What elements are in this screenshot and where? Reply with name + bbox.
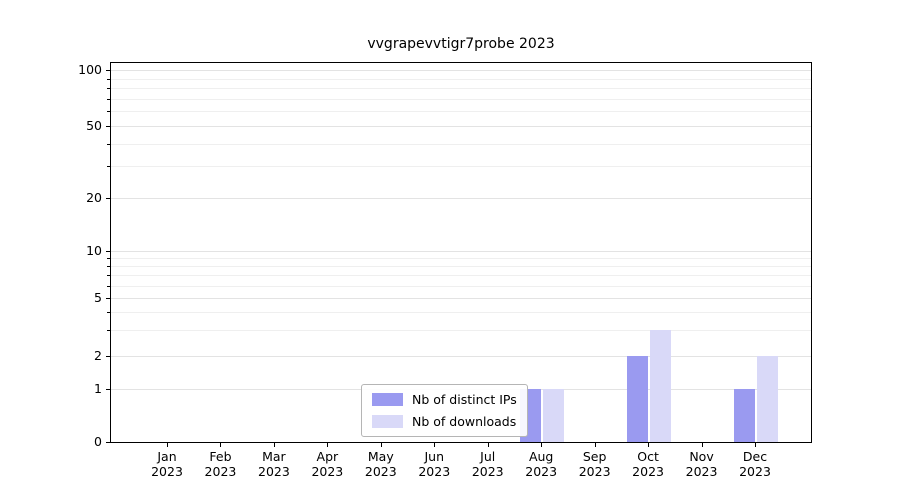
minor-gridline — [111, 88, 811, 90]
x-tick-month: May — [367, 449, 394, 464]
minor-gridline — [111, 143, 811, 145]
x-tick-year: 2023 — [418, 464, 451, 479]
chart-title: vvgrapevvtigr7probe 2023 — [367, 36, 555, 52]
x-tick-month: Sep — [582, 449, 607, 464]
x-tick-month: Jan — [157, 449, 177, 464]
x-tick-year: 2023 — [525, 464, 558, 479]
x-tick-mark — [755, 443, 756, 447]
y-tick-label: 50 — [86, 118, 102, 133]
major-gridline — [111, 198, 811, 199]
x-tick-month: Jun — [424, 449, 445, 464]
x-tick-mark — [594, 443, 596, 447]
x-tick-label: Jan 2023 — [132, 449, 202, 479]
x-tick-label: Dec 2023 — [720, 449, 790, 479]
x-tick-year: 2023 — [471, 464, 504, 479]
major-gridline — [111, 251, 811, 252]
y-tick-label: 10 — [86, 243, 102, 258]
x-tick-mark — [273, 443, 275, 447]
x-tick-year: 2023 — [578, 464, 611, 479]
legend-label-distinct-ips: Nb of distinct IPs — [412, 392, 517, 407]
x-tick-month: Mar — [262, 449, 286, 464]
x-tick-label: Aug 2023 — [506, 449, 576, 479]
x-tick-month: Oct — [637, 449, 659, 464]
x-tick-year: 2023 — [151, 464, 183, 479]
x-tick-mark — [487, 443, 489, 447]
x-tick-mark — [380, 443, 382, 447]
y-tick-label: 0 — [94, 434, 102, 449]
y-tick-label: 2 — [94, 348, 102, 363]
x-tick-mark — [167, 443, 168, 447]
x-tick-mark — [541, 443, 543, 447]
x-tick-year: 2023 — [632, 464, 664, 479]
legend-item-distinct-ips: Nb of distinct IPs — [372, 392, 517, 407]
x-tick-month: Jul — [480, 449, 496, 464]
y-tick-label: 1 — [94, 381, 102, 396]
x-tick-mark — [648, 443, 650, 447]
x-tick-label: Nov 2023 — [667, 449, 737, 479]
minor-gridline — [111, 275, 811, 277]
x-tick-label: Feb 2023 — [185, 449, 255, 479]
x-tick-mark — [701, 443, 703, 447]
minor-gridline — [111, 78, 811, 80]
minor-gridline — [111, 312, 811, 314]
minor-gridline — [111, 258, 811, 260]
legend-item-downloads: Nb of downloads — [372, 414, 517, 429]
y-tick-label: 100 — [78, 62, 102, 77]
x-tick-label: Sep 2023 — [560, 449, 630, 479]
minor-gridline — [111, 98, 811, 100]
x-tick-mark — [327, 443, 329, 447]
x-tick-year: 2023 — [311, 464, 344, 479]
bar-downloads — [650, 330, 672, 442]
x-tick-month: Apr — [316, 449, 339, 464]
x-tick-label: Apr 2023 — [292, 449, 362, 479]
x-tick-year: 2023 — [204, 464, 237, 479]
minor-gridline — [111, 266, 811, 268]
minor-gridline — [111, 285, 811, 287]
x-tick-label: Mar 2023 — [239, 449, 309, 479]
legend-swatch-downloads — [372, 415, 403, 428]
y-tick-label: 5 — [94, 290, 102, 305]
x-tick-month: Aug — [528, 449, 554, 464]
major-gridline — [111, 70, 811, 71]
x-tick-label: Jun 2023 — [399, 449, 469, 479]
y-tick-label: 20 — [86, 190, 102, 205]
major-gridline — [111, 356, 811, 357]
legend-label-downloads: Nb of downloads — [412, 414, 517, 429]
x-tick-mark — [434, 443, 436, 447]
bar-downloads — [543, 389, 565, 442]
x-tick-label: May 2023 — [346, 449, 416, 479]
major-gridline — [111, 126, 811, 127]
x-tick-month: Dec — [742, 449, 768, 464]
minor-gridline — [111, 330, 811, 332]
x-tick-year: 2023 — [258, 464, 290, 479]
bar-downloads — [757, 356, 778, 442]
x-tick-month: Nov — [689, 449, 714, 464]
legend-swatch-distinct-ips — [372, 393, 403, 406]
x-tick-mark — [220, 443, 222, 447]
legend: Nb of distinct IPs Nb of downloads — [361, 384, 528, 437]
x-tick-year: 2023 — [364, 464, 397, 479]
x-tick-label: Oct 2023 — [613, 449, 683, 479]
x-tick-year: 2023 — [685, 464, 718, 479]
plot-area: Nb of distinct IPs Nb of downloads — [110, 62, 812, 443]
x-tick-year: 2023 — [739, 464, 771, 479]
minor-gridline — [111, 166, 811, 168]
bar-distinct-ips — [627, 356, 649, 442]
minor-gridline — [111, 111, 811, 113]
x-tick-month: Feb — [209, 449, 232, 464]
x-tick-label: Jul 2023 — [453, 449, 523, 479]
major-gridline — [111, 298, 811, 299]
bar-distinct-ips — [734, 389, 755, 442]
